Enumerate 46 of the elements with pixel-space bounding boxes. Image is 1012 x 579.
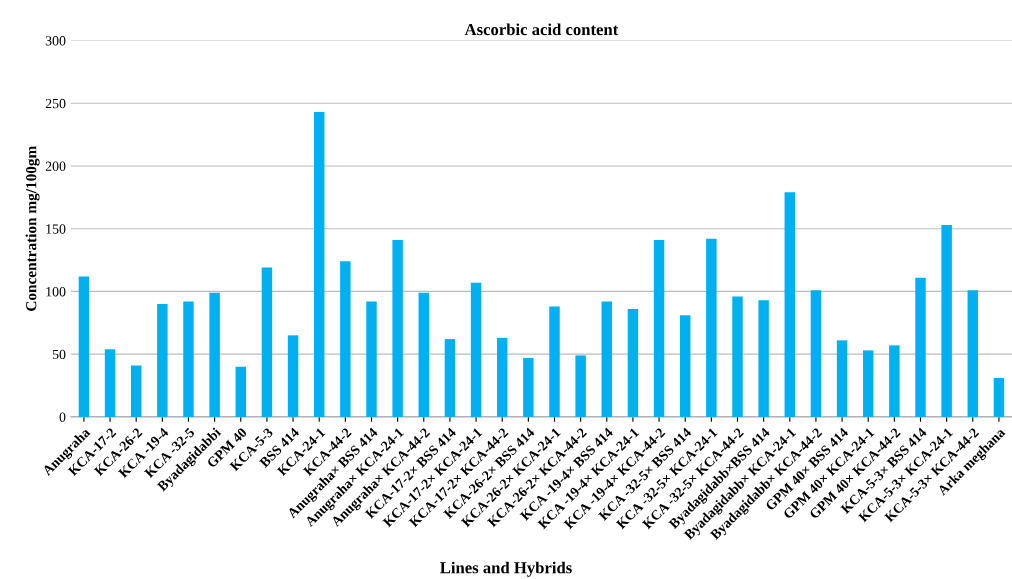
bar [627, 308, 639, 417]
y-tick-label: 150 [46, 224, 66, 234]
bar [653, 240, 665, 417]
y-tick-label: 100 [46, 287, 66, 297]
bar [706, 238, 717, 417]
y-tick-label: 0 [59, 412, 66, 422]
bar [366, 301, 377, 417]
bar [418, 292, 429, 417]
bar [862, 350, 874, 417]
bar [810, 290, 822, 417]
bar [523, 357, 534, 417]
bar [915, 277, 926, 417]
y-tick-label: 200 [45, 161, 66, 171]
y-tick-label: 250 [45, 98, 66, 109]
bar [470, 282, 482, 417]
bar [340, 261, 351, 417]
y-tick-label: 300 [45, 36, 66, 46]
bar [889, 345, 900, 417]
bar [235, 366, 246, 417]
bar [313, 112, 325, 417]
x-axis-title: Lines and Hybrids [440, 561, 572, 577]
bar [209, 292, 220, 417]
bar [679, 315, 691, 417]
bar [784, 192, 796, 417]
bar [104, 349, 116, 417]
chart-title: Ascorbic acid content [464, 23, 619, 36]
bar [78, 276, 90, 417]
bar [993, 377, 1005, 417]
y-tick-label: 50 [52, 349, 66, 360]
bar [549, 306, 560, 417]
bar [287, 335, 299, 417]
bar [836, 340, 848, 417]
bar [601, 301, 613, 417]
bar [261, 267, 273, 417]
bar [130, 365, 142, 417]
bar [392, 240, 403, 417]
bar [157, 303, 168, 417]
bar [941, 224, 952, 417]
bar [444, 339, 456, 417]
y-axis-title: Concentration mg/100gm [25, 146, 40, 311]
bar [183, 301, 194, 417]
bar [967, 290, 979, 417]
bar [575, 355, 586, 417]
bar [732, 296, 743, 417]
bar [496, 337, 508, 417]
bar [758, 300, 769, 417]
